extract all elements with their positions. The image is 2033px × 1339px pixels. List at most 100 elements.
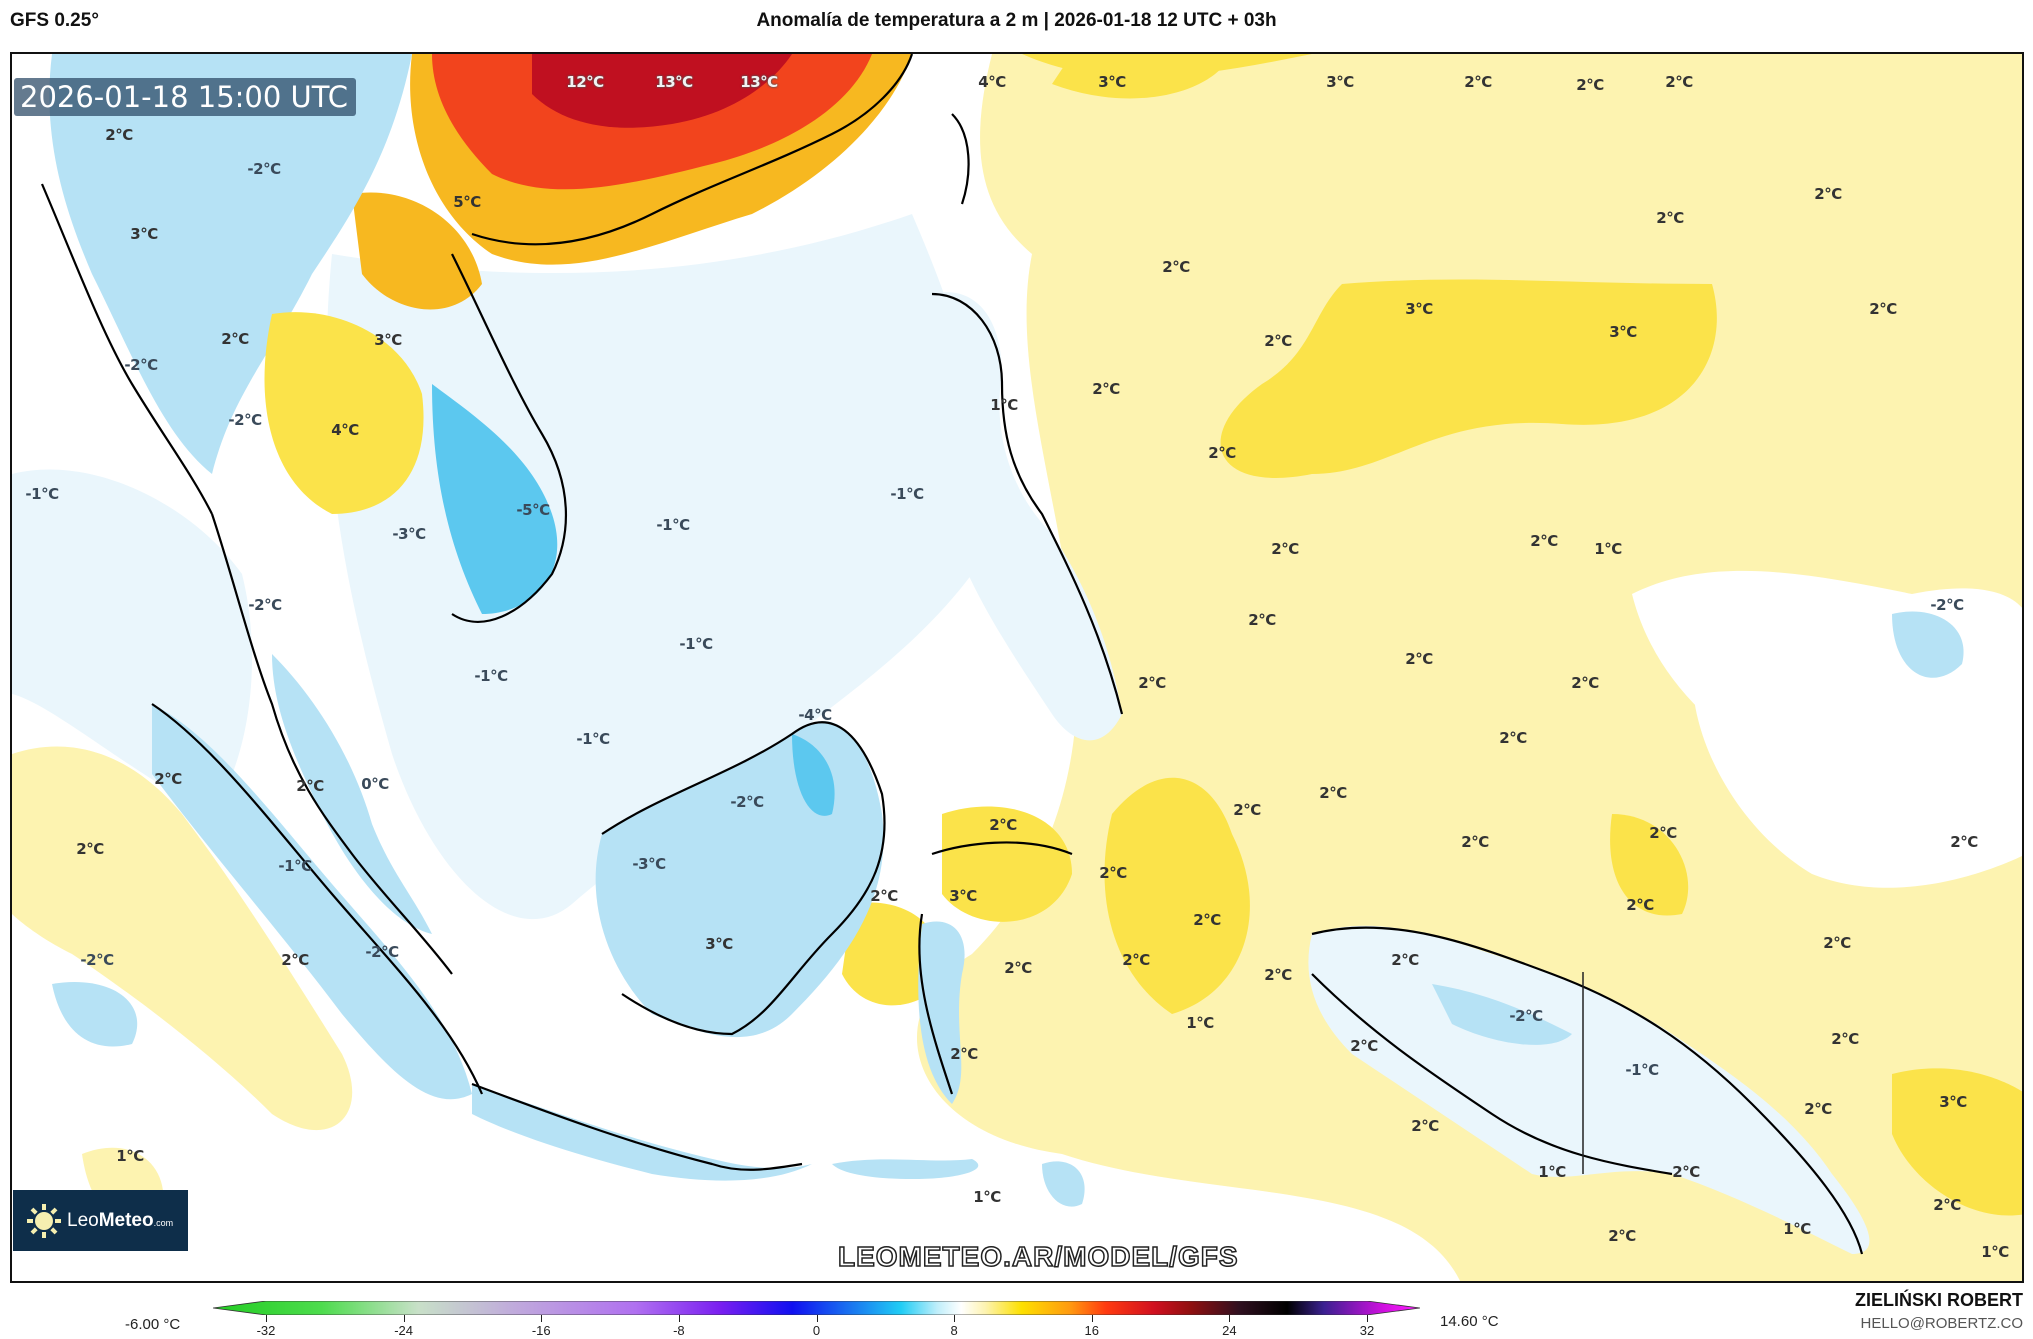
contour-label: -1°C xyxy=(576,730,610,748)
colorbar-tick-mark xyxy=(816,1315,818,1322)
contour-label: -4°C xyxy=(798,706,832,724)
contour-label: -1°C xyxy=(656,516,690,534)
contour-label: 2°C xyxy=(1350,1037,1378,1055)
colorbar-tick-mark xyxy=(678,1315,680,1322)
colorbar-tick-mark xyxy=(541,1315,543,1322)
colorbar-min-value: -6.00 °C xyxy=(125,1316,181,1333)
colorbar-tick-mark xyxy=(954,1315,956,1322)
contour-label: 13°C xyxy=(655,73,693,91)
contour-label: -1°C xyxy=(278,857,312,875)
contour-label: -2°C xyxy=(365,943,399,961)
contour-label: 1°C xyxy=(116,1147,144,1165)
contour-label: 2°C xyxy=(1665,73,1693,91)
contour-label: 2°C xyxy=(1649,824,1677,842)
leometeo-logo[interactable]: LeoMeteo.com xyxy=(13,1190,188,1251)
contour-label: 2°C xyxy=(1092,380,1120,398)
contour-label: 2°C xyxy=(1122,951,1150,969)
contour-label: 1°C xyxy=(1538,1163,1566,1181)
contour-label: -2°C xyxy=(247,160,281,178)
contour-label: 2°C xyxy=(1571,674,1599,692)
contour-label: 2°C xyxy=(1656,209,1684,227)
contour-label: -1°C xyxy=(679,635,713,653)
contour-label: 2°C xyxy=(1264,966,1292,984)
contour-label: 0°C xyxy=(361,775,389,793)
model-label: GFS 0.25° xyxy=(10,10,99,31)
contour-label: 2°C xyxy=(1162,258,1190,276)
contour-label: 2°C xyxy=(989,816,1017,834)
contour-label: -5°C xyxy=(516,501,550,519)
contour-label: 3°C xyxy=(1405,300,1433,318)
contour-label: -1°C xyxy=(474,667,508,685)
contour-label: 3°C xyxy=(374,331,402,349)
contour-label: -3°C xyxy=(632,855,666,873)
contour-label: 3°C xyxy=(949,887,977,905)
contour-label: 2°C xyxy=(1530,532,1558,550)
temperature-anomaly-map[interactable]: 2026-01-18 15:00 UTC 12°C 13°C 13°C 4°C 3°C 3… xyxy=(10,52,2024,1283)
contour-label: -2°C xyxy=(1930,596,1964,614)
author-email[interactable]: HELLO@ROBERTZ.CO xyxy=(1860,1315,2023,1332)
contour-label: -2°C xyxy=(1509,1007,1543,1025)
contour-label: -1°C xyxy=(1625,1061,1659,1079)
contour-label: 1°C xyxy=(1981,1243,2009,1261)
colorbar-tick-mark xyxy=(1367,1315,1368,1322)
contour-label: 2°C xyxy=(1576,76,1604,94)
colorbar: -6.00 °C xyxy=(0,1283,2033,1339)
colorbar-tick-label: -8 xyxy=(673,1323,685,1338)
contour-label: 2°C xyxy=(281,951,309,969)
contour-label: 2°C xyxy=(1271,540,1299,558)
contour-label: 3°C xyxy=(1609,323,1637,341)
contour-label: 1°C xyxy=(990,396,1018,414)
site-watermark: LEOMETEO.AR/MODEL/GFS xyxy=(837,1240,1239,1273)
contour-label: 13°C xyxy=(740,73,778,91)
contour-label: 2°C xyxy=(1823,934,1851,952)
contour-label: 2°C xyxy=(1464,73,1492,91)
contour-label: 2°C xyxy=(1411,1117,1439,1135)
colorbar-max-value: 14.60 °C xyxy=(1440,1313,1499,1330)
contour-label: 1°C xyxy=(1186,1014,1214,1032)
colorbar-tick-label: 0 xyxy=(812,1323,821,1338)
contour-label: 1°C xyxy=(1783,1220,1811,1238)
contour-label: 2°C xyxy=(1499,729,1527,747)
contour-label: -3°C xyxy=(392,525,426,543)
contour-label: 2°C xyxy=(1405,650,1433,668)
colorbar-tick-mark xyxy=(1229,1315,1231,1322)
colorbar-tick-label: 32 xyxy=(1359,1323,1375,1338)
contour-label: 2°C xyxy=(1626,896,1654,914)
author-name: ZIELIŃSKI ROBERT xyxy=(1854,1290,2023,1310)
colorbar-tick-label: 16 xyxy=(1084,1323,1099,1338)
contour-label: 2°C xyxy=(1461,833,1489,851)
colorbar-tick-mark xyxy=(1091,1315,1093,1322)
colorbar-tick-mark xyxy=(403,1315,405,1322)
chart-title: Anomalía de temperatura a 2 m | 2026-01-… xyxy=(756,10,1277,31)
contour-label: 2°C xyxy=(870,887,898,905)
contour-label: 4°C xyxy=(978,73,1006,91)
contour-label: 2°C xyxy=(1804,1100,1832,1118)
contour-label: 2°C xyxy=(105,126,133,144)
contour-label: -1°C xyxy=(890,485,924,503)
contour-label: 2°C xyxy=(1264,332,1292,350)
author-credit: ZIELIŃSKI ROBERT HELLO@ROBERTZ.CO xyxy=(1855,1290,2023,1332)
contour-label: 2°C xyxy=(950,1045,978,1063)
colorbar-tick-label: 24 xyxy=(1222,1323,1237,1338)
contour-label: 3°C xyxy=(130,225,158,243)
contour-label: 2°C xyxy=(1248,611,1276,629)
contour-label: 2°C xyxy=(1004,959,1032,977)
contour-label: 2°C xyxy=(1831,1030,1859,1048)
colorbar-tick-label: -24 xyxy=(394,1323,414,1338)
contour-label: 2°C xyxy=(1233,801,1261,819)
contour-label: 5°C xyxy=(453,193,481,211)
sun-icon xyxy=(27,1203,61,1238)
contour-label: 2°C xyxy=(76,840,104,858)
contour-label: 1°C xyxy=(973,1188,1001,1206)
contour-label: 2°C xyxy=(1814,185,1842,203)
contour-label: 2°C xyxy=(1672,1163,1700,1181)
contour-label: 2°C xyxy=(1869,300,1897,318)
contour-label: 2°C xyxy=(1138,674,1166,692)
contour-label: -2°C xyxy=(730,793,764,811)
colorbar-gradient xyxy=(213,1301,1420,1315)
contour-label: 2°C xyxy=(1208,444,1236,462)
contour-label: -2°C xyxy=(248,596,282,614)
logo-text: LeoMeteo.com xyxy=(67,1209,174,1231)
contour-label: 2°C xyxy=(1933,1196,1961,1214)
contour-label: -2°C xyxy=(228,411,262,429)
